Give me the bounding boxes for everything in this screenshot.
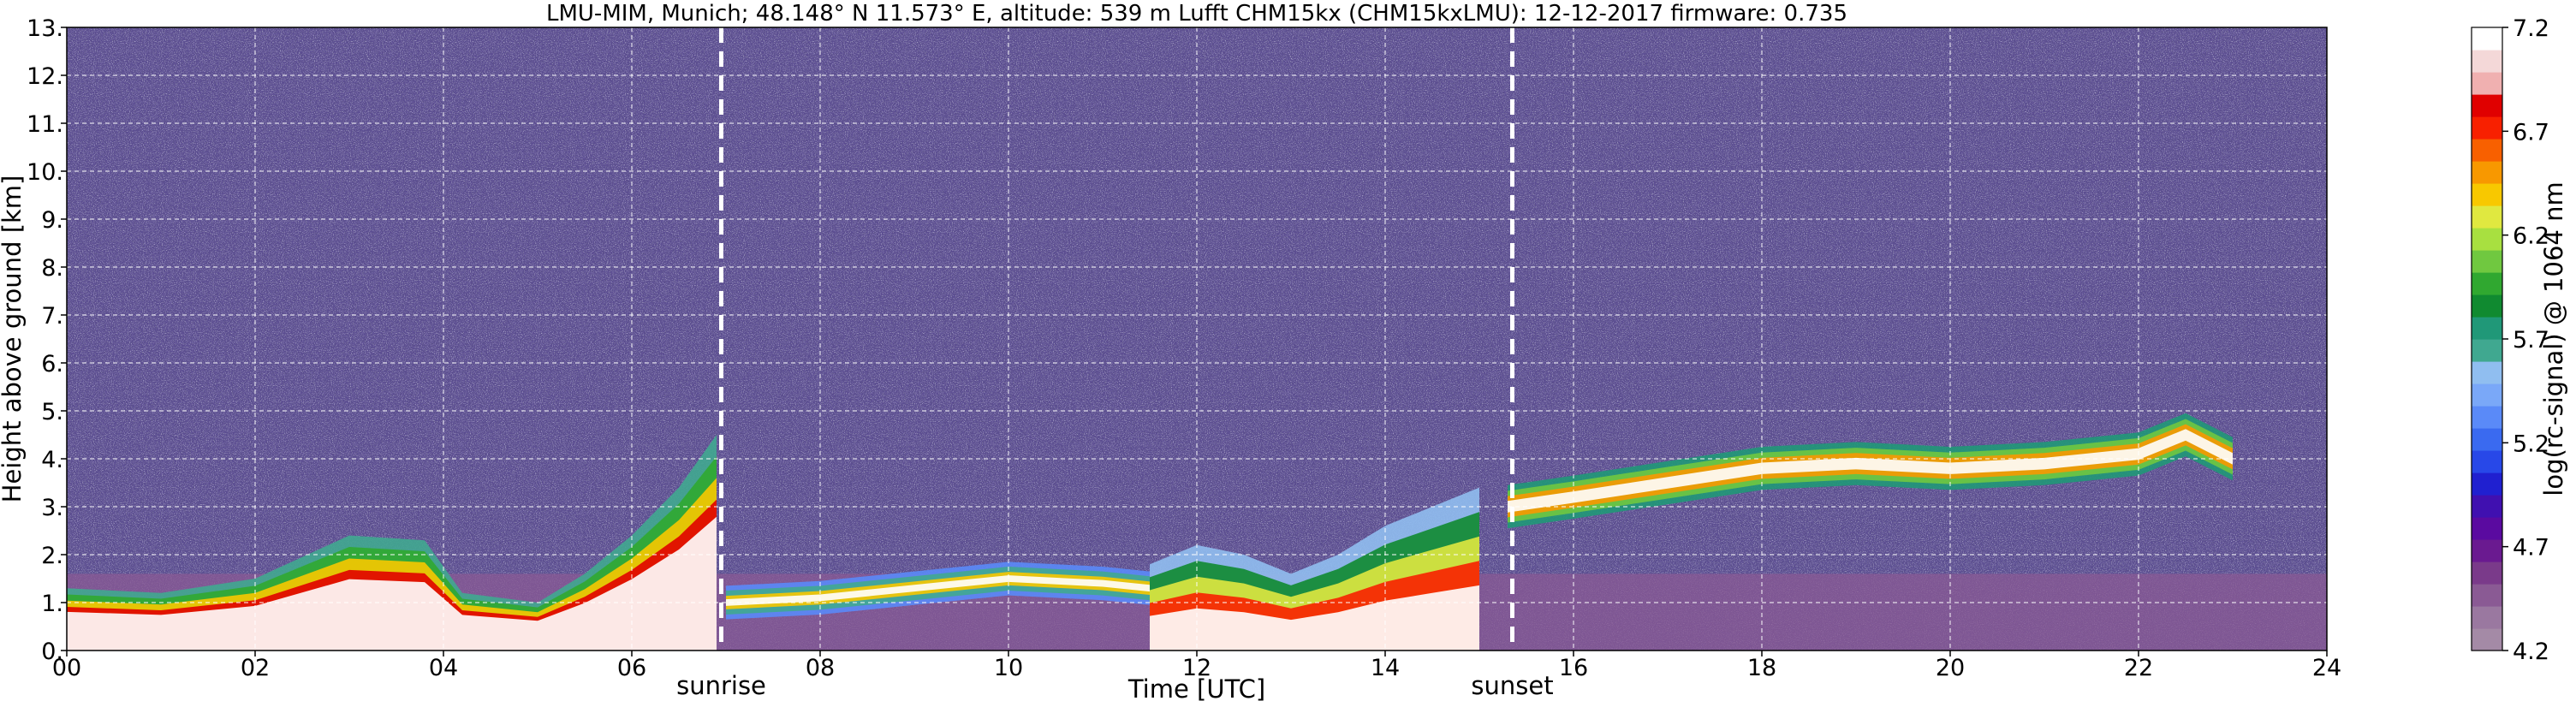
colorbar-segment-2 [2472, 584, 2502, 607]
colorbar-segment-18 [2472, 228, 2502, 251]
y-tick-label-10: 10. [27, 159, 63, 186]
y-tick-label-3: 3. [41, 495, 63, 521]
colorbar-segment-25 [2472, 72, 2502, 95]
colorbar-segment-1 [2472, 606, 2502, 629]
midday-cloud-band-4 [1150, 585, 1479, 651]
colorbar-segment-5 [2472, 517, 2502, 540]
colorbar-tick-label-3: 5.7 [2513, 327, 2549, 354]
y-tick-label-5: 5. [41, 399, 63, 425]
colorbar-segment-20 [2472, 183, 2502, 206]
colorbar-segment-27 [2472, 27, 2502, 50]
colorbar-segment-21 [2472, 161, 2502, 184]
y-tick-label-1: 1. [41, 591, 63, 617]
colorbar-segment-24 [2472, 94, 2502, 117]
x-tick-label-1: 02 [241, 655, 270, 681]
y-axis-title: Height above ground [km] [0, 175, 27, 503]
y-tick-label-12: 12. [27, 63, 63, 90]
night-layer-band-4 [67, 516, 717, 651]
grid [67, 27, 2327, 651]
colorbar-tick-label-6: 7.2 [2513, 15, 2549, 42]
x-tick-label-11: 22 [2124, 655, 2153, 681]
colorbar-segment-17 [2472, 250, 2502, 273]
x-tick-label-4: 08 [806, 655, 835, 681]
x-axis-title: Time [UTC] [1127, 674, 1265, 704]
x-tick-label-3: 06 [617, 655, 646, 681]
signal-layers [67, 413, 2327, 651]
x-tick-label-0: 00 [52, 655, 81, 681]
colorbar-tick-label-5: 6.7 [2513, 119, 2549, 146]
x-tick-label-2: 04 [429, 655, 458, 681]
colorbar-segment-3 [2472, 561, 2502, 585]
y-tick-label-13: 13. [27, 15, 63, 42]
colorbar-segment-4 [2472, 539, 2502, 562]
colorbar-segment-14 [2472, 317, 2502, 340]
colorbar-segment-16 [2472, 272, 2502, 295]
x-tick-label-7: 14 [1371, 655, 1400, 681]
event-label-sunset: sunset [1471, 671, 1553, 700]
y-tick-label-9: 9. [41, 207, 63, 234]
colorbar-tick-label-4: 6.2 [2513, 223, 2549, 250]
y-tick-label-11: 11. [27, 111, 63, 138]
y-tick-label-4: 4. [41, 447, 63, 473]
x-tick-label-12: 24 [2312, 655, 2341, 681]
x-tick-label-6: 12 [1182, 655, 1211, 681]
colorbar-segment-22 [2472, 139, 2502, 162]
x-tick-label-9: 18 [1747, 655, 1776, 681]
colorbar-tick-label-0: 4.2 [2513, 639, 2549, 665]
evening-layer-band-2 [1508, 424, 2233, 518]
y-axis: 0. 1. 2. 3. 4. 5. 6. 7. 8. 9. 10. 11. 12. 13. [27, 15, 67, 665]
x-tick-label-10: 20 [1936, 655, 1965, 681]
colorbar: 4.2 4.7 5.2 5.7 6.2 6.7 7.2 [2471, 15, 2549, 665]
y-tick-label-7: 7. [41, 303, 63, 330]
y-tick-label-8: 8. [41, 255, 63, 282]
colorbar-tick-label-2: 5.2 [2513, 431, 2549, 457]
x-axis: 00 02 04 06 08 10 12 14 16 18 20 22 24 [52, 651, 2341, 681]
colorbar-segment-23 [2472, 116, 2502, 140]
colorbar-segment-19 [2472, 205, 2502, 229]
colorbar-segment-9 [2472, 428, 2502, 451]
colorbar-segment-11 [2472, 383, 2502, 407]
colorbar-segment-13 [2472, 339, 2502, 362]
colorbar-segment-26 [2472, 50, 2502, 73]
y-tick-label-0: 0. [41, 639, 63, 665]
x-tick-label-5: 10 [994, 655, 1023, 681]
colorbar-segment-7 [2472, 472, 2502, 496]
colorbar-tick-label-1: 4.7 [2513, 535, 2549, 561]
colorbar-segment-0 [2472, 628, 2502, 651]
event-markers: sunrise sunset [676, 27, 1554, 700]
y-tick-label-6: 6. [41, 351, 63, 377]
colorbar-segment-15 [2472, 294, 2502, 318]
colorbar-segment-6 [2472, 495, 2502, 518]
colorbar-segment-12 [2472, 361, 2502, 384]
colorbar-segment-10 [2472, 406, 2502, 429]
residual-layer-band-3 [726, 575, 1150, 606]
colorbar-segment-8 [2472, 450, 2502, 473]
y-tick-label-2: 2. [41, 543, 63, 569]
x-tick-label-8: 16 [1559, 655, 1588, 681]
colorbar-label: log(rc-signal) @ 1064 nm [2539, 181, 2568, 496]
chart-title: LMU-MIM, Munich; 48.148° N 11.573° E, al… [546, 1, 1847, 27]
event-label-sunrise: sunrise [676, 671, 766, 700]
